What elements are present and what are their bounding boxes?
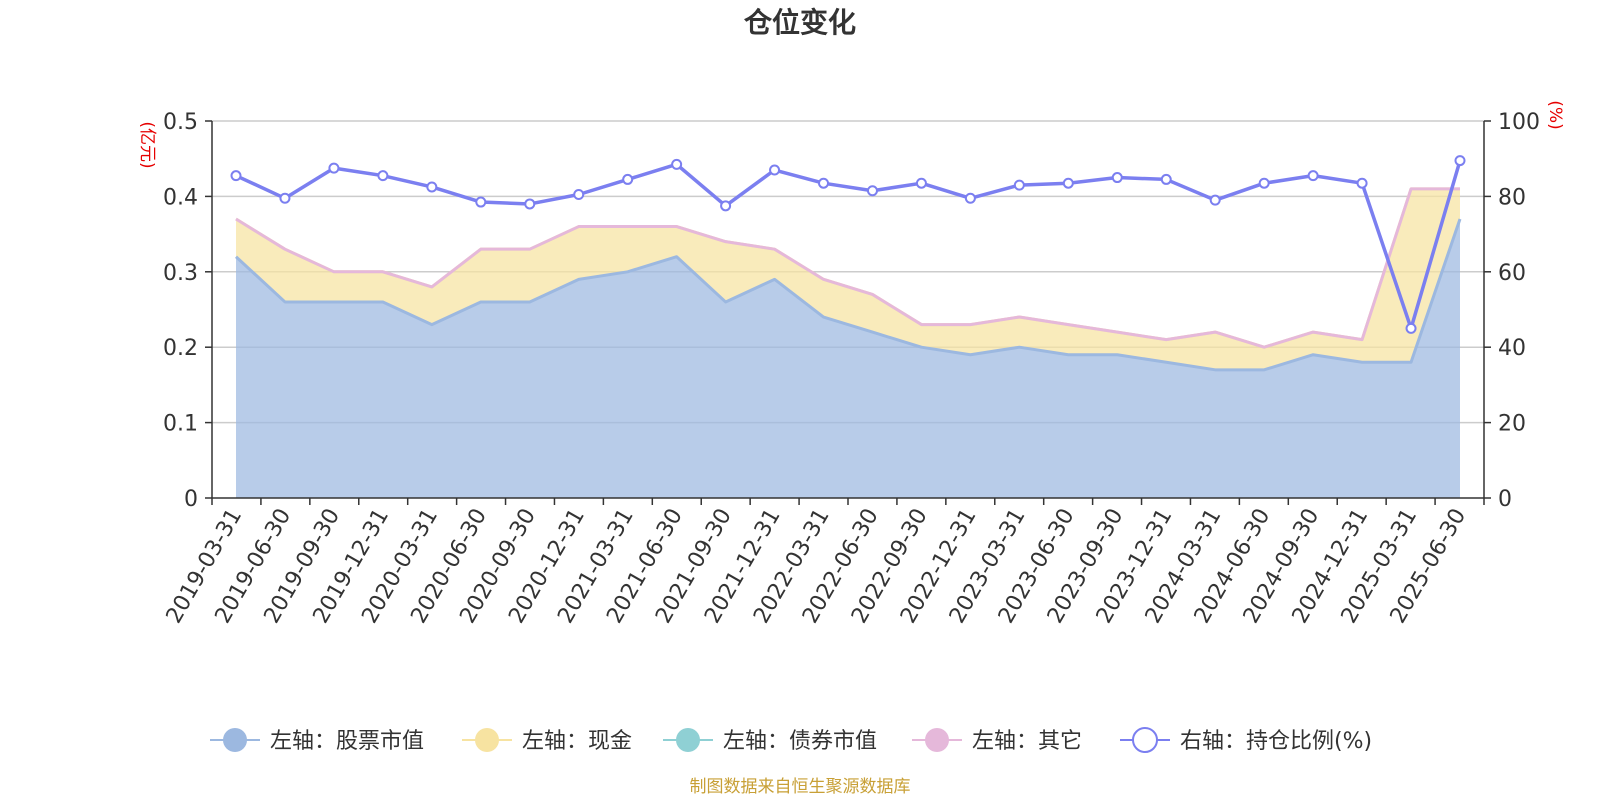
left-tick-label: 0.2 [163,336,198,361]
ratio-point [230,170,242,182]
ratio-point [328,162,340,174]
legend-label: 左轴：债券市值 [723,729,877,754]
area-edge [234,218,1462,372]
ratio-line [235,160,1462,331]
ratio-point [1356,177,1368,189]
ratio-point [1454,155,1466,167]
ratio-point [524,198,536,210]
legend-item: 左轴：股票市值 [210,728,424,754]
legend-item: 左轴：其它 [912,728,1082,754]
legend: 左轴：股票市值 左轴：现金 左轴：债券市值 左轴：其它 右轴：持仓比例(%) [210,727,1372,754]
right-tick-label: 40 [1498,336,1526,361]
data-source-note: 制图数据来自恒生聚源数据库 [690,777,911,797]
legend-label: 左轴：其它 [972,729,1082,754]
legend-label: 左轴：股票市值 [270,729,424,754]
ratio-point [426,181,438,193]
left-tick-label: 0.3 [163,261,198,286]
right-tick-label: 20 [1498,412,1526,437]
legend-item: 左轴：债券市值 [663,728,877,754]
right-tick-label: 100 [1498,110,1540,135]
legend-marker [475,728,499,752]
right-tick-label: 60 [1498,261,1526,286]
area-fill [236,188,1460,370]
ratio-point [769,164,781,176]
area-fill [236,219,1460,498]
legend-label: 左轴：现金 [522,729,632,754]
ratio-point [1258,177,1270,189]
ratio-line-series [230,155,1466,334]
ratio-point [1111,172,1123,184]
ratio-point [1209,194,1221,206]
left-axis-unit: (亿元) [137,121,157,168]
ratio-point [622,173,634,185]
ratio-point [1013,179,1025,191]
right-axis-unit: (%) [1545,100,1565,129]
ratio-point [1062,177,1074,189]
ratio-point [279,192,291,204]
legend-item: 右轴：持仓比例(%) [1120,727,1372,754]
ratio-point [475,196,487,208]
right-tick-label: 0 [1498,487,1512,512]
ratio-point [1405,322,1417,334]
area-series [234,187,1462,498]
legend-marker [223,728,247,752]
legend-item: 左轴：现金 [462,728,632,754]
ratio-point [573,189,585,201]
ratio-point [818,177,830,189]
legend-marker [676,728,700,752]
left-tick-label: 0.4 [163,185,198,210]
left-tick-label: 0 [184,487,198,512]
legend-marker [925,728,949,752]
ratio-point [866,185,878,197]
ratio-point [377,170,389,182]
ratio-point [1160,173,1172,185]
area-edge [235,187,1460,349]
legend-marker [1132,727,1158,753]
right-tick-label: 80 [1498,185,1526,210]
ratio-point [915,177,927,189]
chart-title: 仓位变化 [744,6,856,39]
legend-label: 右轴：持仓比例(%) [1180,729,1372,754]
ratio-point [671,158,683,170]
ratio-point [1307,170,1319,182]
left-tick-label: 0.1 [163,412,198,437]
ratio-point [720,200,732,212]
left-tick-label: 0.5 [163,110,198,135]
ratio-point [964,192,976,204]
